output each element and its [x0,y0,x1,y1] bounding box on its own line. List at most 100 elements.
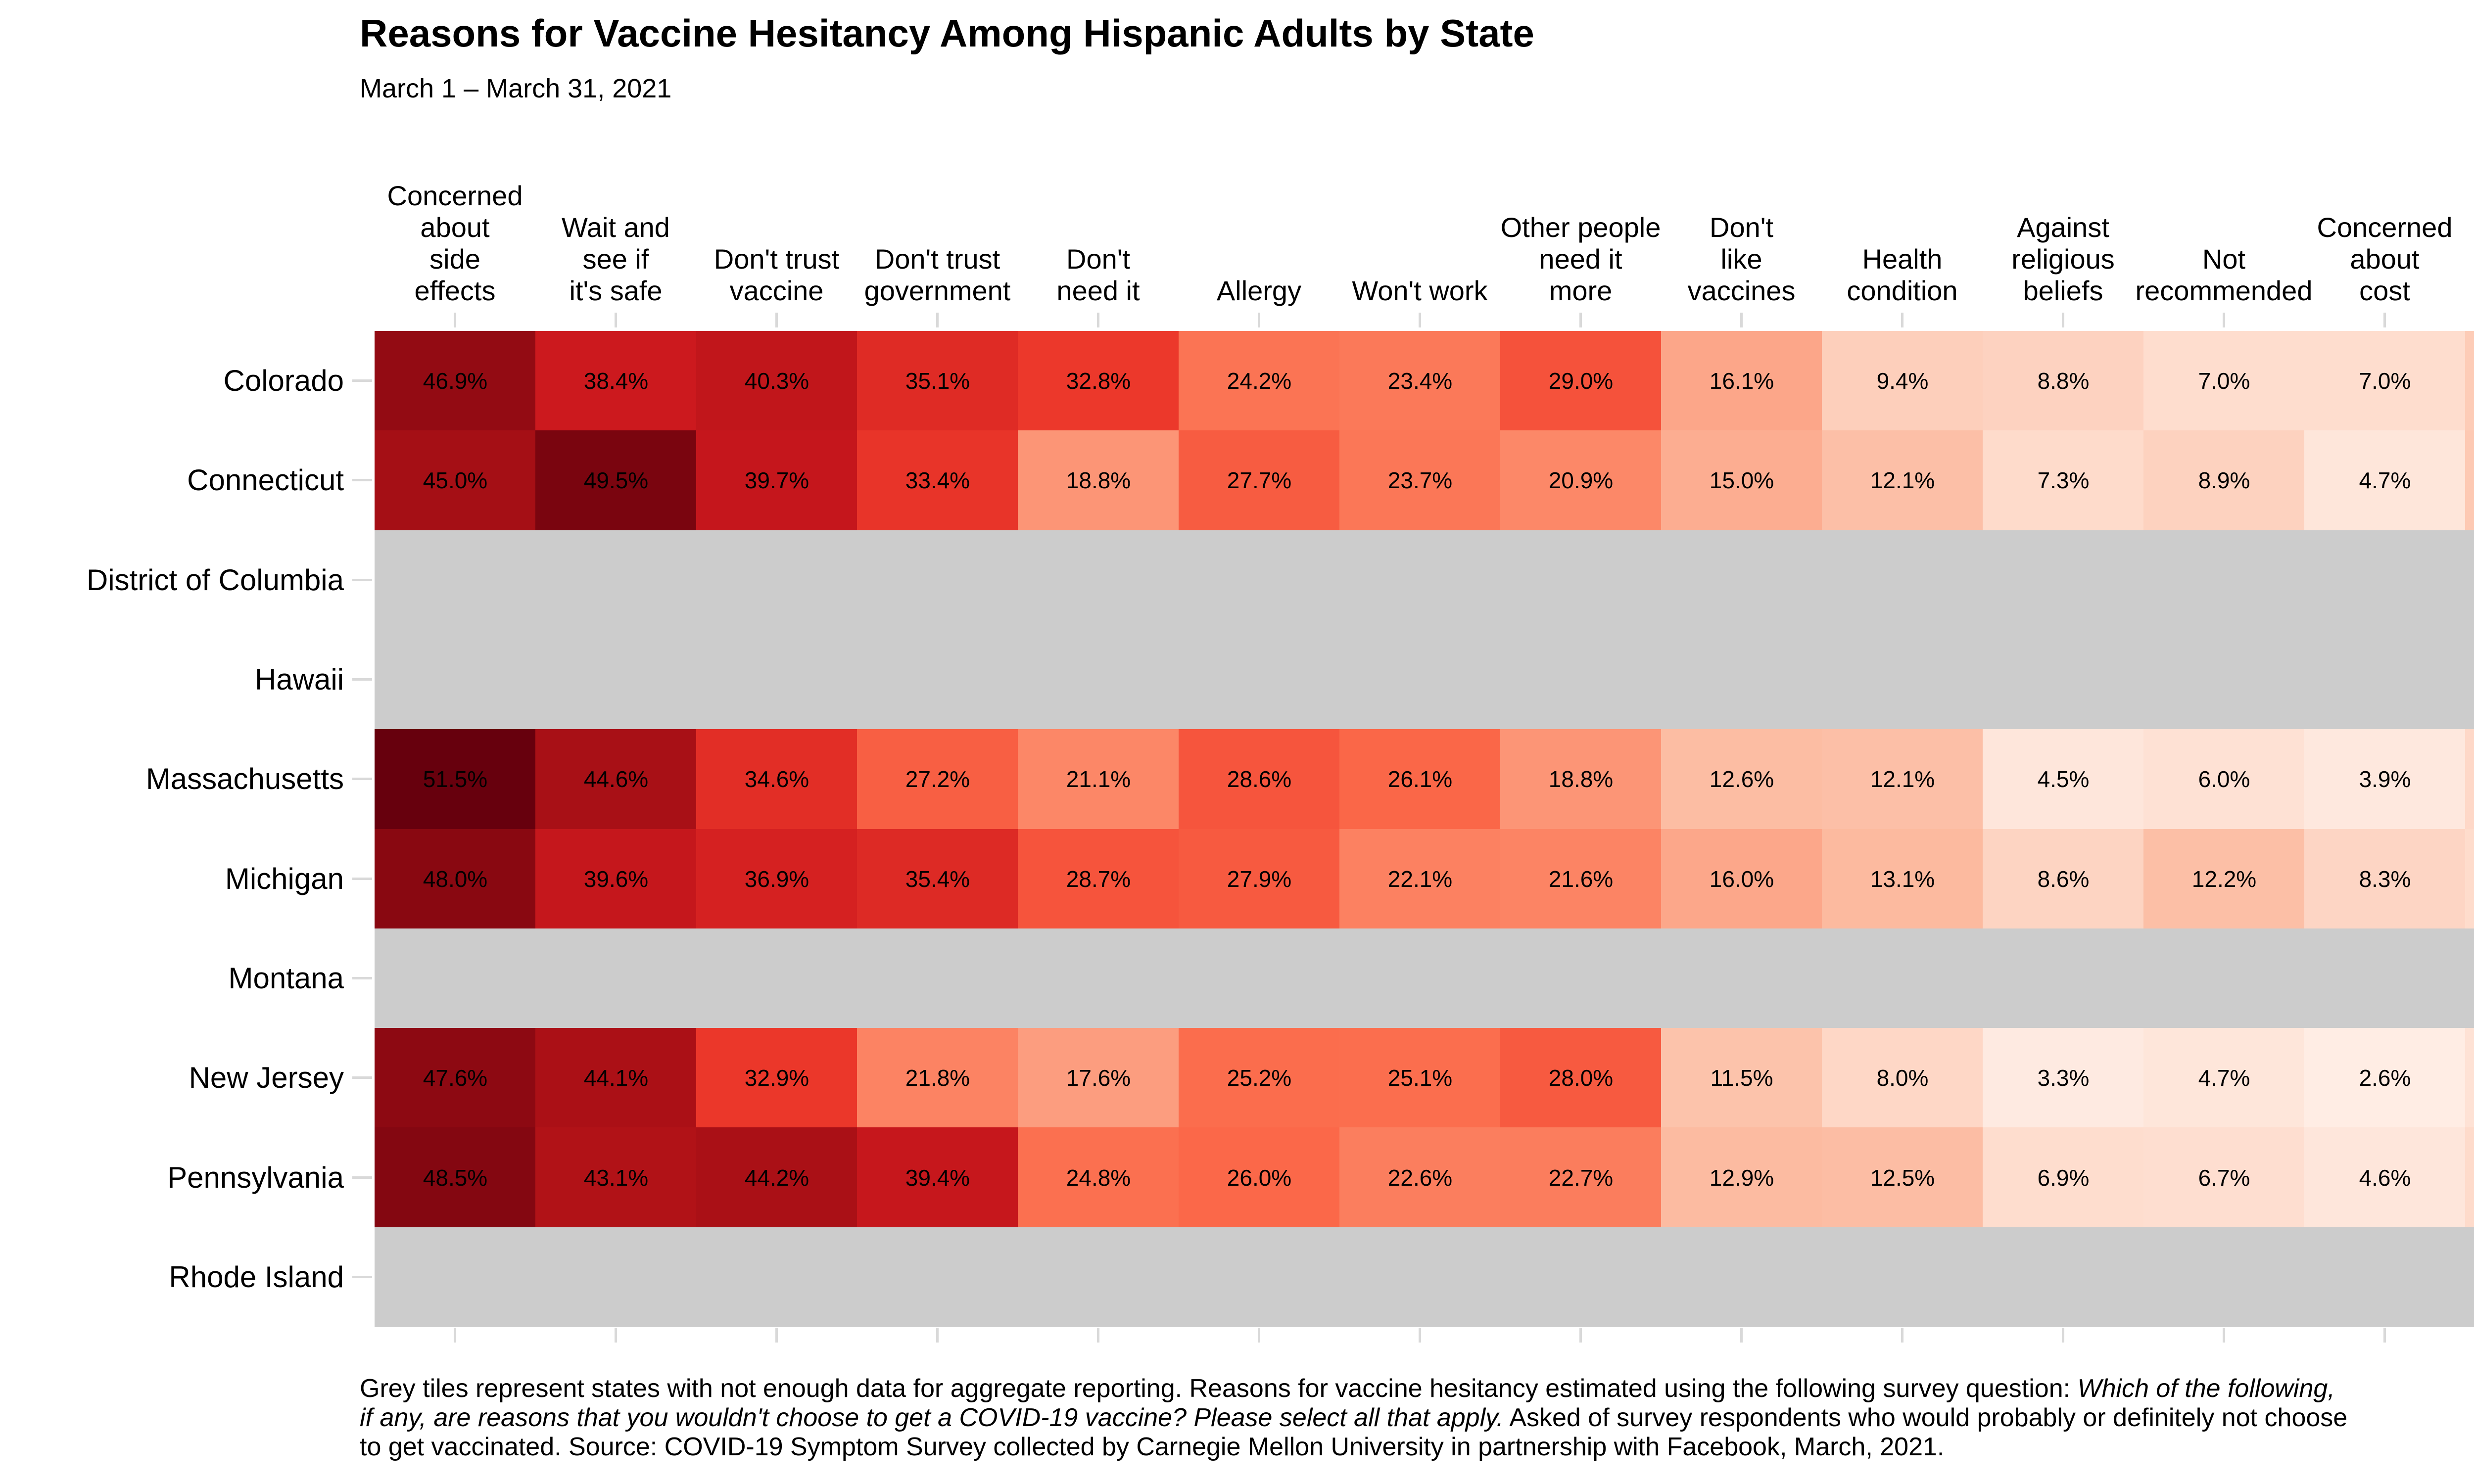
heatmap-cell: 22.6% [1339,1127,1501,1228]
heatmap-cell: 12.9% [1661,1127,1822,1228]
heatmap-cell: 6.0% [2143,729,2305,830]
cell-value: 23.4% [1387,368,1453,394]
footnote-text-segment: Asked of survey respondents who would pr… [1503,1403,2348,1432]
cell-value: 6.0% [2198,766,2250,792]
heatmap-cell: 23.4% [1339,331,1501,431]
column-tick-top [1258,313,1260,327]
heatmap-cell: 47.6% [375,1028,536,1128]
heatmap-cell: 7.0% [2143,331,2305,431]
cell-value: 28.0% [1548,1065,1614,1091]
cell-value: 44.6% [583,766,649,792]
heatmap-cell: 8.9% [2143,430,2305,531]
heatmap-cell: 21.6% [1500,829,1662,929]
column-tick-top [1740,313,1743,327]
heatmap-cell: 44.1% [535,1028,697,1128]
heatmap-cell: 27.9% [1179,829,1340,929]
column-tick-bottom [615,1328,617,1343]
heatmap-cell: 2.6% [2304,1028,2466,1128]
heatmap-cell: 10.0% [2465,331,2474,431]
column-tick-bottom [775,1328,778,1343]
heatmap-cell: 21.1% [1018,729,1179,830]
column-tick-top [454,313,456,327]
cell-value: 18.8% [1066,467,1131,494]
heatmap-cell: 7.2% [2465,829,2474,929]
column-label: Wait and see if it's safe [562,212,670,306]
cell-value: 43.1% [583,1164,649,1191]
column-label: Won't work [1352,275,1488,306]
heatmap-cell: 7.8% [2465,729,2474,830]
column-tick-bottom [1740,1328,1743,1343]
cell-value: 28.7% [1066,866,1131,892]
cell-value: 28.6% [1227,766,1292,792]
footnote-italic-segment: Which of the following, [2077,1374,2335,1403]
column-tick-bottom [936,1328,939,1343]
cell-value: 12.1% [1870,766,1935,792]
heatmap-cell: 5.7% [2465,1028,2474,1128]
column-tick-top [936,313,939,327]
heatmap-cell: 46.9% [375,331,536,431]
heatmap-cell: 10.5% [2465,430,2474,531]
heatmap-cell: 23.7% [1339,430,1501,531]
footnote-line: to get vaccinated. Source: COVID-19 Symp… [360,1433,2347,1462]
column-tick-top [1419,313,1421,327]
row-label: Pennsylvania [167,1160,344,1194]
cell-value: 32.9% [744,1065,809,1091]
heatmap-cell: 32.9% [696,1028,857,1128]
cell-value: 38.4% [583,368,649,394]
cell-value: 25.1% [1387,1065,1453,1091]
cell-value: 34.6% [744,766,809,792]
heatmap-cell: 39.4% [857,1127,1018,1228]
footnote-line: if any, are reasons that you wouldn't ch… [360,1403,2347,1433]
row-tick-left [352,778,372,781]
cell-value: 33.4% [905,467,970,494]
cell-value: 27.9% [1227,866,1292,892]
heatmap-cell: 13.1% [1822,829,1983,929]
missing-data-tile [375,530,2474,630]
cell-value: 16.1% [1709,368,1774,394]
column-tick-top [615,313,617,327]
column-tick-bottom [454,1328,456,1343]
cell-value: 39.7% [744,467,809,494]
column-label: Health condition [1847,243,1958,306]
row-label: Colorado [223,364,344,398]
row-tick-left [352,1076,372,1079]
column-label: Against religious beliefs [2011,212,2115,306]
heatmap-cell: 28.7% [1018,829,1179,929]
cell-value: 8.6% [2037,866,2090,892]
chart-subtitle: March 1 – March 31, 2021 [360,74,672,103]
cell-value: 7.3% [2037,467,2090,494]
heatmap-cell: 44.6% [535,729,697,830]
heatmap-cell: 20.9% [1500,430,1662,531]
heatmap-cell: 4.7% [2304,430,2466,531]
column-label: Don't trust vaccine [714,243,840,306]
row-tick-left [352,1176,372,1179]
cell-value: 8.3% [2359,866,2411,892]
column-tick-top [2383,313,2386,327]
cell-value: 24.8% [1066,1164,1131,1191]
heatmap-cell: 33.4% [857,430,1018,531]
cell-value: 25.2% [1227,1065,1292,1091]
heatmap-cell: 45.0% [375,430,536,531]
column-label: Not recommended [2135,243,2313,306]
cell-value: 49.5% [583,467,649,494]
heatmap-cell: 8.0% [1822,1028,1983,1128]
cell-value: 12.6% [1709,766,1774,792]
cell-value: 17.6% [1066,1065,1131,1091]
cell-value: 16.0% [1709,866,1774,892]
heatmap-cell: 25.2% [1179,1028,1340,1128]
heatmap-cell: 27.2% [857,729,1018,830]
row-label: Rhode Island [169,1260,344,1294]
row-label: Montana [228,961,344,995]
heatmap-cell: 44.2% [696,1127,857,1228]
heatmap-cell: 40.3% [696,331,857,431]
column-label: Allergy [1216,275,1302,306]
cell-value: 45.0% [423,467,488,494]
heatmap-cell: 36.9% [696,829,857,929]
heatmap-cell: 7.3% [2465,1127,2474,1228]
heatmap-cell: 21.8% [857,1028,1018,1128]
column-tick-bottom [2223,1328,2225,1343]
heatmap-cell: 15.0% [1661,430,1822,531]
cell-value: 3.3% [2037,1065,2090,1091]
heatmap-cell: 11.5% [1661,1028,1822,1128]
heatmap-cell: 49.5% [535,430,697,531]
